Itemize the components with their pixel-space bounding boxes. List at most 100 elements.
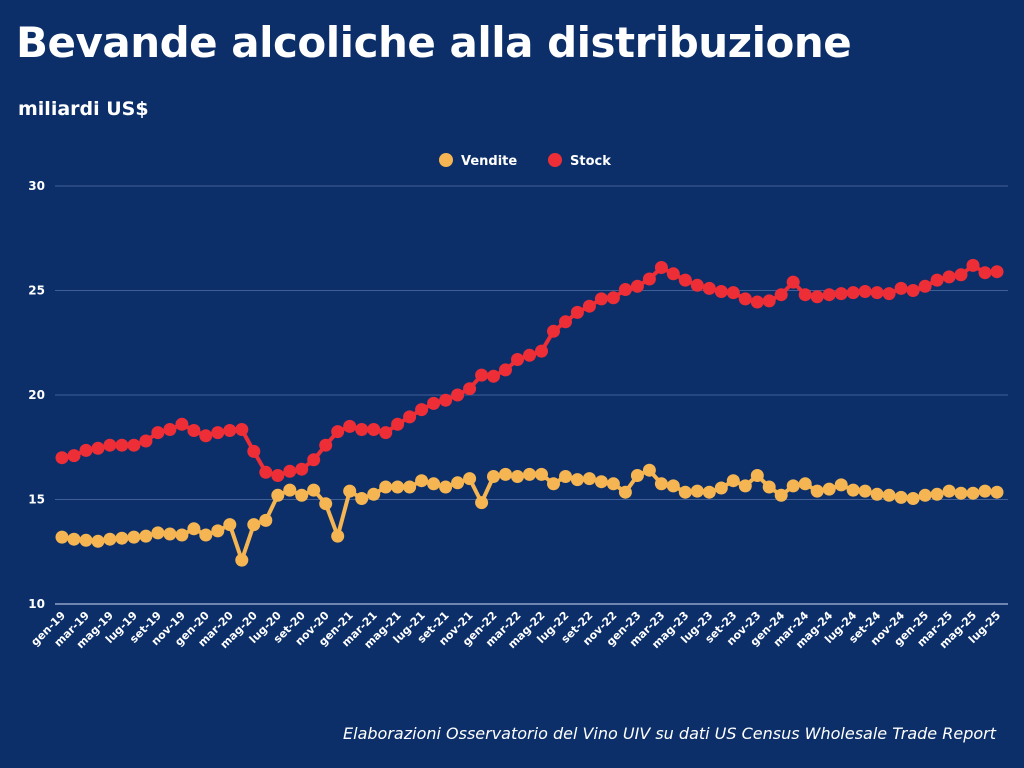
- data-point-stock: [618, 283, 632, 296]
- data-point-stock: [942, 270, 956, 284]
- data-point-vendite: [187, 522, 201, 536]
- chart-title: Bevande alcoliche alla distribuzione: [16, 18, 852, 67]
- data-point-stock: [55, 451, 69, 465]
- data-point-stock: [570, 305, 584, 319]
- data-point-stock: [175, 417, 189, 431]
- data-point-vendite: [223, 518, 237, 532]
- data-point-stock: [846, 286, 860, 300]
- y-axis-ticks: 10 15 20 25 30: [28, 179, 45, 611]
- data-point-vendite: [415, 474, 429, 488]
- data-point-vendite: [163, 527, 177, 541]
- data-point-stock: [714, 285, 728, 298]
- data-point-vendite: [235, 553, 249, 567]
- data-point-vendite: [786, 479, 800, 493]
- data-point-stock: [319, 438, 333, 452]
- data-point-stock: [678, 273, 692, 287]
- data-point-stock: [594, 292, 608, 306]
- data-point-stock: [666, 267, 680, 281]
- data-point-vendite: [810, 484, 824, 498]
- data-point-vendite: [954, 486, 968, 500]
- data-point-vendite: [271, 488, 285, 502]
- data-point-vendite: [750, 469, 764, 482]
- data-point-stock: [163, 423, 177, 436]
- data-point-vendite: [67, 532, 81, 546]
- legend-label-stock: Stock: [570, 154, 611, 169]
- data-point-vendite: [55, 530, 69, 544]
- data-point-vendite: [295, 488, 309, 502]
- y-tick-label: 10: [28, 597, 45, 611]
- data-point-vendite: [678, 485, 692, 499]
- data-point-vendite: [355, 492, 369, 505]
- data-point-vendite: [151, 526, 165, 540]
- data-point-vendite: [870, 487, 884, 501]
- data-point-stock: [211, 426, 225, 440]
- data-point-stock: [151, 426, 165, 440]
- data-point-vendite: [882, 488, 896, 502]
- data-point-vendite: [319, 497, 333, 511]
- data-point-stock: [391, 417, 405, 431]
- data-point-vendite: [175, 528, 189, 542]
- data-point-stock: [103, 438, 117, 452]
- data-point-vendite: [115, 531, 129, 545]
- data-point-stock: [199, 429, 213, 443]
- data-point-stock: [403, 410, 417, 424]
- data-point-stock: [475, 368, 489, 382]
- data-point-stock: [954, 268, 968, 282]
- data-point-stock: [439, 393, 453, 407]
- data-point-vendite: [463, 472, 477, 486]
- data-point-stock: [750, 295, 764, 309]
- data-point-stock: [774, 288, 788, 302]
- data-point-vendite: [103, 532, 117, 546]
- data-point-stock: [547, 324, 560, 338]
- data-point-vendite: [846, 483, 860, 497]
- data-point-vendite: [331, 529, 345, 543]
- data-point-stock: [535, 344, 548, 358]
- data-point-stock: [127, 438, 141, 452]
- data-point-stock: [810, 290, 824, 304]
- legend: Vendite Stock: [439, 153, 611, 169]
- data-point-stock: [91, 441, 105, 455]
- data-point-stock: [343, 419, 357, 433]
- data-point-vendite: [834, 478, 848, 492]
- data-point-stock: [822, 288, 836, 302]
- data-point-stock: [247, 444, 261, 458]
- data-point-vendite: [618, 485, 632, 499]
- data-point-vendite: [547, 477, 560, 491]
- data-point-vendite: [259, 513, 273, 527]
- data-point-stock: [451, 388, 465, 402]
- data-point-stock: [726, 286, 740, 300]
- series-layer: [55, 258, 1004, 567]
- data-point-vendite: [942, 484, 956, 498]
- x-axis-ticks: gen-19mar-19mag-19lug-19set-19nov-19gen-…: [28, 609, 1003, 651]
- legend-item-vendite: Vendite: [439, 153, 517, 169]
- data-point-vendite: [139, 529, 153, 543]
- data-point-stock: [918, 279, 932, 293]
- data-point-vendite: [343, 484, 357, 498]
- data-point-vendite: [247, 518, 261, 532]
- data-point-vendite: [379, 480, 393, 494]
- data-point-vendite: [91, 534, 105, 548]
- data-point-vendite: [966, 486, 980, 500]
- data-point-vendite: [762, 480, 776, 494]
- data-point-stock: [798, 288, 812, 302]
- data-point-stock: [139, 434, 153, 448]
- data-point-vendite: [559, 470, 572, 483]
- data-point-vendite: [714, 481, 728, 495]
- data-point-stock: [355, 423, 369, 436]
- gridlines: [55, 185, 1008, 605]
- data-point-stock: [990, 265, 1004, 279]
- data-point-stock: [642, 272, 656, 286]
- y-tick-label: 15: [28, 493, 45, 507]
- data-point-stock: [654, 261, 668, 274]
- y-tick-label: 30: [28, 179, 45, 193]
- y-tick-label: 25: [28, 284, 45, 298]
- data-point-stock: [115, 438, 129, 452]
- data-point-vendite: [439, 480, 453, 494]
- data-point-vendite: [738, 479, 752, 493]
- data-point-vendite: [726, 474, 740, 488]
- data-point-vendite: [127, 530, 141, 544]
- data-point-vendite: [774, 488, 788, 502]
- data-point-stock: [978, 266, 992, 280]
- data-point-vendite: [894, 490, 908, 504]
- data-point-stock: [523, 348, 536, 362]
